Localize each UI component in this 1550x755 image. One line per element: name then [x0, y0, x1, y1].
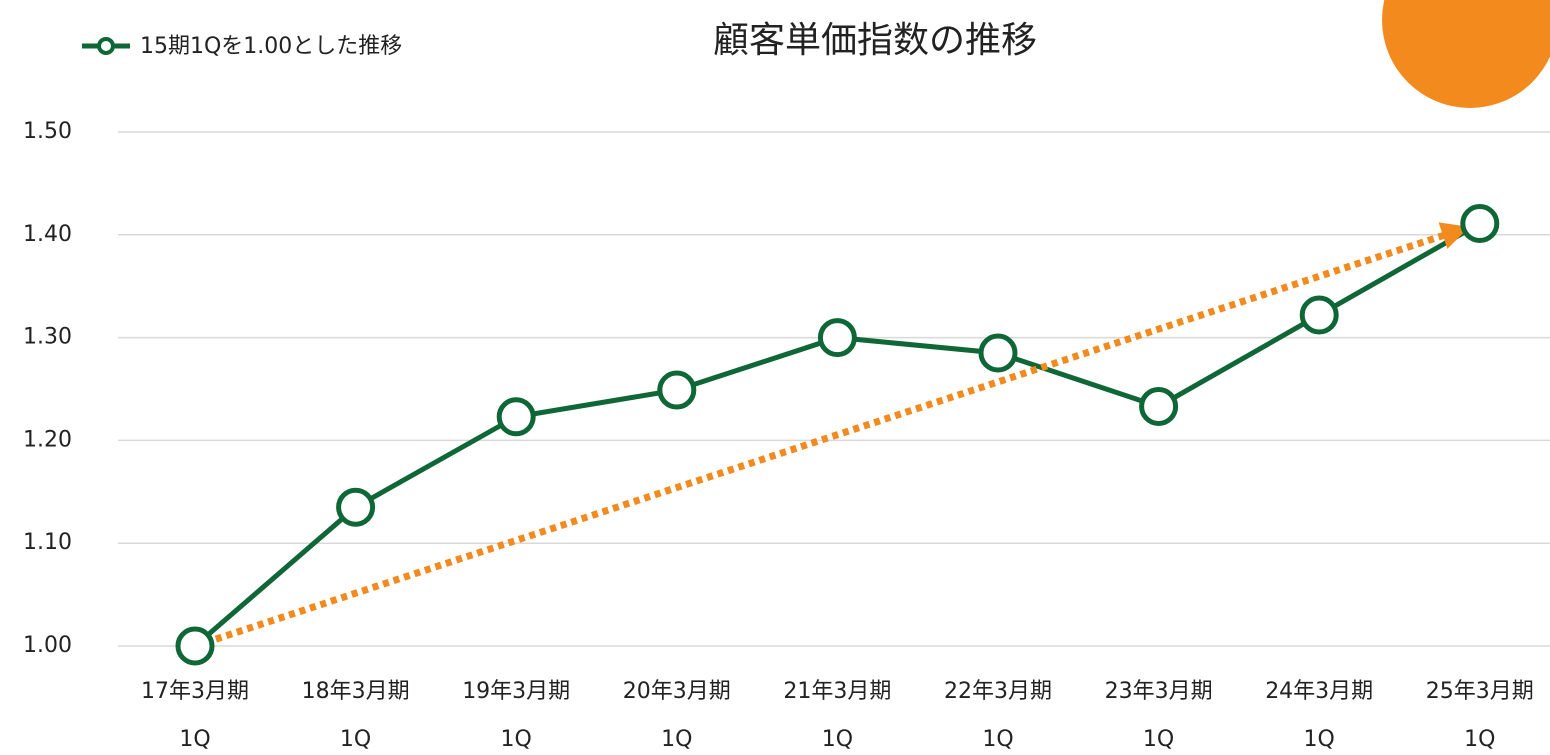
y-tick-label: 1.50	[23, 119, 72, 144]
point	[657, 370, 697, 410]
point	[175, 626, 215, 666]
point	[496, 397, 536, 437]
point	[336, 487, 376, 527]
y-tick-label: 1.30	[23, 325, 72, 350]
x-tick-label: 23年3月期 1Q	[1104, 679, 1213, 752]
point	[1139, 386, 1179, 426]
point	[978, 333, 1018, 373]
x-tick-label: 22年3月期 1Q	[944, 679, 1052, 752]
chart-title: 顧客単価指数の推移	[713, 20, 1037, 61]
y-tick-label: 1.40	[23, 222, 72, 247]
x-tick-label: 24年3月期 1Q	[1265, 679, 1374, 752]
point	[1299, 295, 1339, 335]
decor-circle	[1382, 0, 1550, 108]
x-tick-label: 20年3月期 1Q	[622, 679, 731, 752]
x-tick-label: 17年3月期 1Q	[141, 679, 249, 752]
trend-arrow	[193, 222, 1470, 650]
y-tick-label: 1.10	[23, 530, 72, 555]
x-tick-label: 25年3月期 1Q	[1425, 679, 1534, 752]
x-tick-label: 18年3月期 1Q	[301, 679, 410, 752]
x-tick-label: 21年3月期 1Q	[783, 679, 892, 752]
legend-marker	[97, 37, 115, 55]
x-tick-label: 19年3月期 1Q	[462, 679, 571, 752]
point	[817, 318, 857, 358]
legend-label: 15期1Qを1.00とした推移	[140, 34, 402, 59]
y-tick-label: 1.20	[23, 427, 72, 452]
point	[1460, 203, 1500, 243]
y-tick-label: 1.00	[23, 633, 72, 658]
